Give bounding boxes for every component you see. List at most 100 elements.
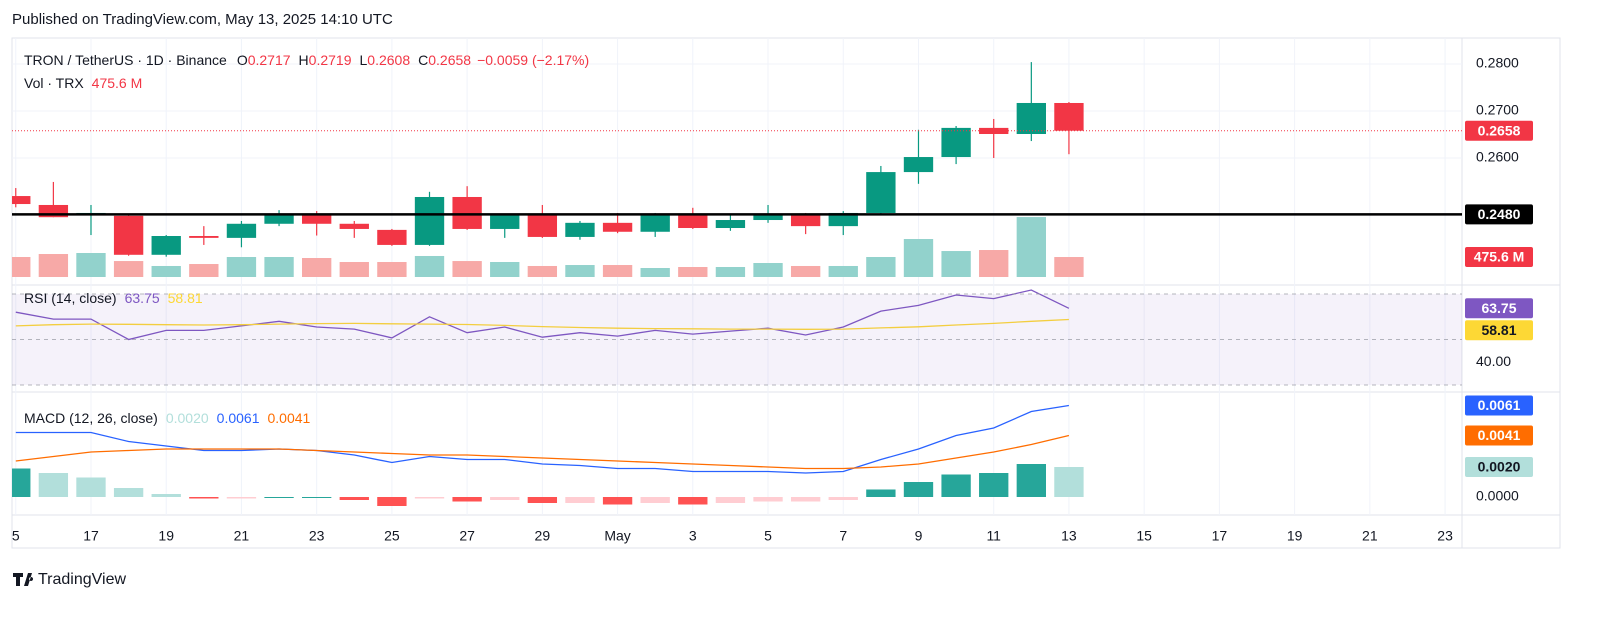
x-tick-label: 19: [158, 528, 174, 544]
macd-histogram-bar: [1054, 467, 1084, 497]
y-tick-label: 0.2800: [1476, 55, 1519, 71]
macd-title: MACD (12, 26, close): [24, 410, 158, 426]
rsi-line: [15, 318, 1069, 330]
candle-body: [12, 196, 31, 205]
macd-histogram-bar: [151, 494, 181, 497]
volume-bar: [941, 251, 971, 277]
candle-body: [903, 157, 934, 173]
volume-bar: [12, 256, 31, 277]
macd-histogram-bar: [565, 497, 595, 503]
x-tick-label: 7: [839, 528, 847, 544]
x-tick-label: 29: [535, 528, 551, 544]
signal-label-bg: [1465, 425, 1533, 446]
brand-logo: TradingView: [13, 571, 126, 588]
rsi-value: 58.81: [168, 290, 203, 306]
volume-bar: [565, 265, 595, 277]
price-label-bg: [1465, 120, 1533, 141]
legend: RSI (14, close) 63.75 58.81: [24, 290, 203, 306]
x-tick-label: 25: [384, 528, 400, 544]
histogram-label-bg: [1465, 457, 1533, 477]
macd-histogram-bar: [339, 497, 369, 500]
candle-body: [1054, 102, 1084, 131]
macd-histogram-bar: [490, 497, 520, 500]
change: −0.0059 (−2.17%): [477, 52, 589, 68]
macd-label: 0.0061: [1478, 397, 1521, 413]
volume-bar: [490, 261, 520, 277]
x-tick-label: 21: [1362, 528, 1378, 544]
volume-label-bg: [1465, 247, 1533, 268]
volume-label: 475.6 M: [1474, 249, 1525, 265]
candle-body: [414, 196, 445, 245]
rsi-label-bg: [1465, 298, 1533, 319]
legend: Vol · TRX 475.6 M: [24, 75, 142, 91]
candle-body: [640, 214, 670, 232]
x-tick-label: 11: [986, 528, 1001, 544]
legend: TRON / TetherUS · 1D · Binance O0.2717 H0.…: [24, 52, 589, 68]
candle-body: [339, 223, 369, 229]
rsi-label: 63.75: [1481, 300, 1516, 316]
x-tick-label: 3: [689, 528, 697, 544]
macd-histogram-bar: [866, 489, 896, 497]
x-tick-label: 5: [12, 528, 20, 544]
volume-bar: [452, 261, 482, 277]
ohlc-value: 0.2658: [428, 52, 471, 68]
volume-bar: [527, 265, 558, 277]
candle-body: [565, 222, 595, 237]
macd-histogram-bar: [38, 473, 69, 497]
candle-body: [1016, 102, 1046, 135]
macd-histogram-bar: [678, 497, 708, 505]
volume-bar: [38, 254, 69, 277]
volume-bar: [189, 264, 219, 277]
candle-body: [715, 220, 746, 229]
volume-bar: [226, 256, 257, 277]
candle-body: [452, 196, 482, 229]
ohlc-letter: L: [359, 52, 367, 68]
y-tick-label: 0.2600: [1476, 149, 1519, 165]
macd-histogram-bar: [790, 497, 821, 502]
macd-histogram-bar: [189, 497, 219, 499]
macd-line: [15, 434, 1070, 470]
volume-bar: [264, 256, 294, 277]
plot-area: [12, 38, 1462, 515]
candle-body: [113, 215, 144, 255]
volume-bar: [414, 255, 445, 277]
x-tick-label: 17: [83, 528, 99, 544]
candle-body: [264, 213, 294, 224]
y-tick-label: 0.0000: [1476, 488, 1519, 504]
macd-histogram-bar: [979, 473, 1009, 497]
symbol: TRON / TetherUS · 1D · Binance: [24, 52, 227, 68]
ohlc-letter: O: [237, 52, 248, 68]
macd-histogram-bar: [226, 497, 257, 499]
macd-histogram-bar: [113, 488, 144, 497]
x-tick-label: May: [604, 528, 630, 544]
price-label: 0.2658: [1478, 122, 1521, 138]
y-tick-label: 40.00: [1476, 353, 1511, 369]
macd-value: 0.0061: [217, 410, 260, 426]
macd-histogram-bar: [602, 497, 633, 505]
rsi-ma-label: 58.81: [1481, 322, 1516, 338]
macd-histogram-bar: [12, 468, 31, 497]
x-tick-label: 17: [1212, 528, 1228, 544]
volume-bar: [1016, 217, 1046, 277]
volume-bar: [903, 239, 934, 277]
macd-histogram-bar: [377, 497, 407, 506]
macd-value: 0.0020: [166, 410, 209, 426]
candle-body: [189, 235, 219, 238]
publisher: Published on TradingView.com, May 13, 20…: [12, 11, 393, 28]
candle-body: [790, 214, 821, 227]
macd-value: 0.0041: [267, 410, 310, 426]
macd-histogram-bar: [302, 497, 332, 498]
volume-bar: [339, 261, 369, 277]
y-tick-label: 0.2700: [1476, 102, 1519, 118]
chart-frame: [11, 37, 1561, 549]
candle-body: [226, 223, 257, 238]
volume-bar: [715, 266, 746, 277]
volume-bar: [979, 250, 1009, 277]
candle-body: [941, 127, 971, 158]
volume-value: 475.6 M: [92, 75, 143, 91]
volume-bar: [602, 265, 633, 277]
volume-bar: [76, 253, 106, 277]
legend: MACD (12, 26, close) 0.0020 0.0061 0.0041: [24, 410, 311, 426]
candle-body: [302, 213, 332, 224]
